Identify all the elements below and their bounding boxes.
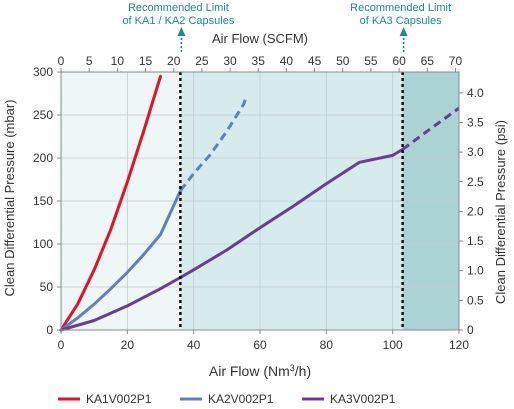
y-right-tick-label: 1.0 [467,264,484,278]
x-top-tick-label: 10 [111,54,125,68]
y-left-tick-label: 150 [33,194,53,208]
y-left-tick-label: 50 [40,280,54,294]
limit-ka1-ka2-label-line: of KA1 / KA2 Capsules [122,15,234,27]
x-top-tick-label: 15 [139,54,153,68]
x-bottom-axis-title-end: /h) [295,363,311,379]
limit-layer [179,72,404,330]
x-bottom-tick-label: 60 [253,338,267,352]
y-left-tick-label: 200 [33,151,53,165]
legend-label-ka2v002p1: KA2V002P1 [208,392,274,406]
x-top-tick-label: 0 [58,54,65,68]
x-bottom-tick-label: 80 [320,338,334,352]
x-top-tick-label: 60 [392,54,406,68]
y-right-tick-label: 2.5 [467,175,484,189]
y-right-tick-label: 4.0 [467,86,484,100]
x-bottom-tick-label: 40 [187,338,201,352]
y-left-tick-label: 100 [33,237,53,251]
y-left-tick-labels: 0 50 100 150 200 250 300 [33,65,61,337]
x-top-tick-label: 5 [86,54,93,68]
series-line-ka3v002p1 [59,147,405,332]
y-left-tick-label: 300 [33,65,53,79]
y-right-tick-labels: 0 0.5 1.0 1.5 2.0 2.5 3.0 3.5 4.0 [459,86,484,337]
x-bottom-tick-label: 100 [383,338,403,352]
x-top-tick-label: 20 [167,54,181,68]
y-left-axis-title: Clean Differential Pressure (mbar) [2,100,17,297]
limit-ka1-ka2-label-line: Recommended Limit [128,2,229,14]
y-right-tick-label: 0.5 [467,293,484,307]
legend-label-ka1v002p1: KA1V002P1 [86,392,152,406]
x-top-tick-label: 45 [308,54,322,68]
legend: KA1V002P1 KA2V002P1 KA3V002P1 [58,392,396,406]
y-left-tick-label: 250 [33,108,53,122]
limit-ka3-arrow-head [399,27,408,36]
limit-ka1-ka2-arrow-head [177,27,186,36]
x-bottom-axis-title-main: Air Flow (Nm [209,363,290,379]
series-dashed-ka3v002p1 [401,106,460,151]
series-line-ka1v002p1 [59,74,162,332]
x-top-tick-label: 35 [252,54,266,68]
x-top-axis-title: Air Flow (SCFM) [212,31,308,46]
x-bottom-tick-label: 120 [449,338,469,352]
x-top-tick-label: 50 [336,54,350,68]
y-right-tick-label: 0 [467,323,474,337]
series-line-ka2v002p1 [59,189,182,332]
y-right-tick-label: 3.0 [467,145,484,159]
y-right-tick-label: 1.5 [467,234,484,248]
limit-ka3-label-line: Recommended Limit [350,2,451,14]
series-layer [59,74,460,332]
x-top-tick-labels: 0 5 10 15 20 25 30 35 40 45 50 55 60 65 70 [58,54,463,72]
y-left-tick-label: 0 [46,323,53,337]
y-right-axis-title: Clean Differential Pressure (psi) [493,120,508,304]
x-bottom-tick-label: 20 [121,338,135,352]
x-bottom-tick-labels: 0 20 40 60 80 100 120 [58,330,469,352]
y-right-tick-label: 2.0 [467,204,484,218]
x-top-tick-label: 30 [223,54,237,68]
limit-ka3-label-line: of KA3 Capsules [360,15,442,27]
x-bottom-axis-title: Air Flow (Nm3/h) [209,363,311,379]
x-top-tick-label: 65 [421,54,435,68]
x-top-tick-label: 70 [449,54,463,68]
x-top-tick-label: 40 [280,54,294,68]
series-dashed-ka2v002p1 [179,95,249,192]
grid-layer [61,72,459,330]
x-top-tick-label: 25 [195,54,209,68]
x-bottom-tick-label: 0 [58,338,65,352]
x-bottom-axis-title-sup: 3 [290,363,295,373]
x-top-tick-label: 55 [364,54,378,68]
y-right-tick-label: 3.5 [467,115,484,129]
legend-label-ka3v002p1: KA3V002P1 [330,392,396,406]
